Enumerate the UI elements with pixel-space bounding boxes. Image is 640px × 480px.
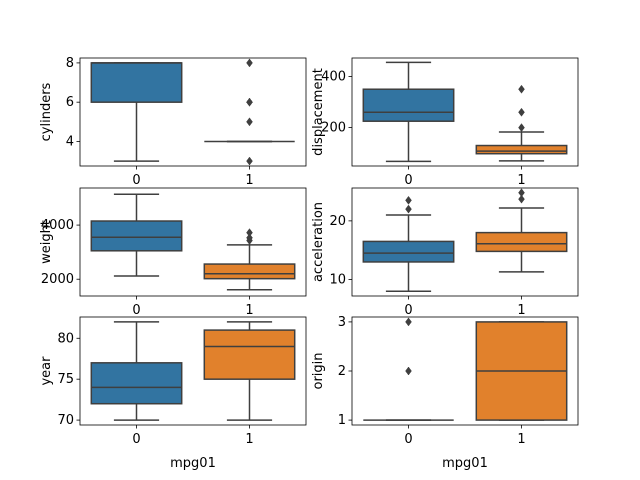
x-tick-label: 0 <box>404 303 412 318</box>
y-tick-label: 3 <box>338 315 346 330</box>
axes-frame <box>79 316 307 426</box>
y-tick-label: 400 <box>321 69 346 84</box>
box-origin-1 <box>475 321 568 421</box>
box-acceleration-0 <box>362 195 455 293</box>
axes-frame <box>351 57 579 167</box>
x-tick-label: 1 <box>245 173 253 188</box>
y-tick-label: 4000 <box>41 218 74 233</box>
box-weight-1 <box>203 228 296 291</box>
y-tick-label: 75 <box>57 372 74 387</box>
box-year-0 <box>90 321 183 421</box>
box-acceleration-1 <box>475 188 568 273</box>
axes-frame <box>79 187 307 297</box>
y-tick-label: 10 <box>329 273 346 288</box>
x-tick-label: 0 <box>132 432 140 447</box>
outlier-point <box>405 317 412 327</box>
box-displacement-0 <box>362 61 455 163</box>
outlier-point <box>246 97 253 107</box>
iqr-box <box>90 220 183 252</box>
axes-frame <box>351 187 579 297</box>
outlier-point <box>405 366 412 376</box>
x-tick-label: 0 <box>132 173 140 188</box>
outlier-point <box>246 233 253 243</box>
x-tick-label: 0 <box>404 432 412 447</box>
iqr-box <box>203 329 296 380</box>
iqr-box <box>475 144 568 155</box>
subplot-cylinders: 4 6 8 0 1 cylinders <box>39 56 307 188</box>
outlier-point <box>246 156 253 166</box>
y-axis-label: acceleration <box>311 202 326 282</box>
box-cylinders-0 <box>90 62 183 162</box>
y-axis-label: cylinders <box>39 82 54 141</box>
outlier-point <box>518 107 525 117</box>
box-origin-0 <box>363 317 454 421</box>
y-tick-label: 1 <box>338 413 346 428</box>
y-tick-label: 2 <box>338 364 346 379</box>
y-tick-label: 2000 <box>41 272 74 287</box>
box-displacement-1 <box>475 84 568 162</box>
outlier-point <box>405 195 412 205</box>
iqr-box <box>362 88 455 122</box>
subplot-weight: 2000 4000 0 1 weight <box>39 187 307 318</box>
iqr-box <box>90 362 183 405</box>
subplot-year: 70 75 80 0 1 year mpg01 <box>39 316 307 471</box>
y-axis-label: weight <box>39 220 54 264</box>
y-tick-label: 200 <box>321 121 346 136</box>
iqr-box <box>475 231 568 253</box>
x-axis-label: mpg01 <box>170 456 216 471</box>
subplot-displacement: 200 400 0 1 displacement <box>311 57 579 188</box>
x-axis-label: mpg01 <box>442 456 488 471</box>
iqr-box <box>90 62 183 103</box>
outlier-point <box>518 188 525 198</box>
outlier-point <box>518 123 525 133</box>
box-cylinders-1 <box>204 58 295 166</box>
subplot-origin: 1 2 3 0 1 origin mpg01 <box>311 315 579 471</box>
y-tick-label: 4 <box>66 134 74 149</box>
y-axis-label: origin <box>311 352 326 389</box>
outlier-point <box>246 228 253 238</box>
outlier-point <box>405 204 412 214</box>
x-tick-label: 1 <box>517 173 525 188</box>
iqr-box <box>362 240 455 263</box>
x-tick-label: 0 <box>404 173 412 188</box>
box-weight-0 <box>90 193 183 277</box>
x-tick-label: 1 <box>245 432 253 447</box>
axes-frame <box>79 57 307 167</box>
x-tick-label: 1 <box>517 303 525 318</box>
y-axis-label: year <box>39 356 54 386</box>
y-tick-label: 20 <box>329 214 346 229</box>
iqr-box <box>203 263 296 280</box>
y-tick-label: 80 <box>57 331 74 346</box>
x-tick-label: 1 <box>245 303 253 318</box>
outlier-point <box>246 117 253 127</box>
subplot-acceleration: 10 20 0 1 acceleration <box>311 187 579 318</box>
outlier-point <box>518 84 525 94</box>
y-tick-label: 70 <box>57 413 74 428</box>
outlier-point <box>246 58 253 68</box>
x-tick-label: 1 <box>517 432 525 447</box>
y-tick-label: 6 <box>66 95 74 110</box>
outlier-point <box>518 194 525 204</box>
y-axis-label: displacement <box>311 68 326 156</box>
box-year-1 <box>203 321 296 421</box>
x-tick-label: 0 <box>132 303 140 318</box>
y-tick-label: 8 <box>66 56 74 71</box>
